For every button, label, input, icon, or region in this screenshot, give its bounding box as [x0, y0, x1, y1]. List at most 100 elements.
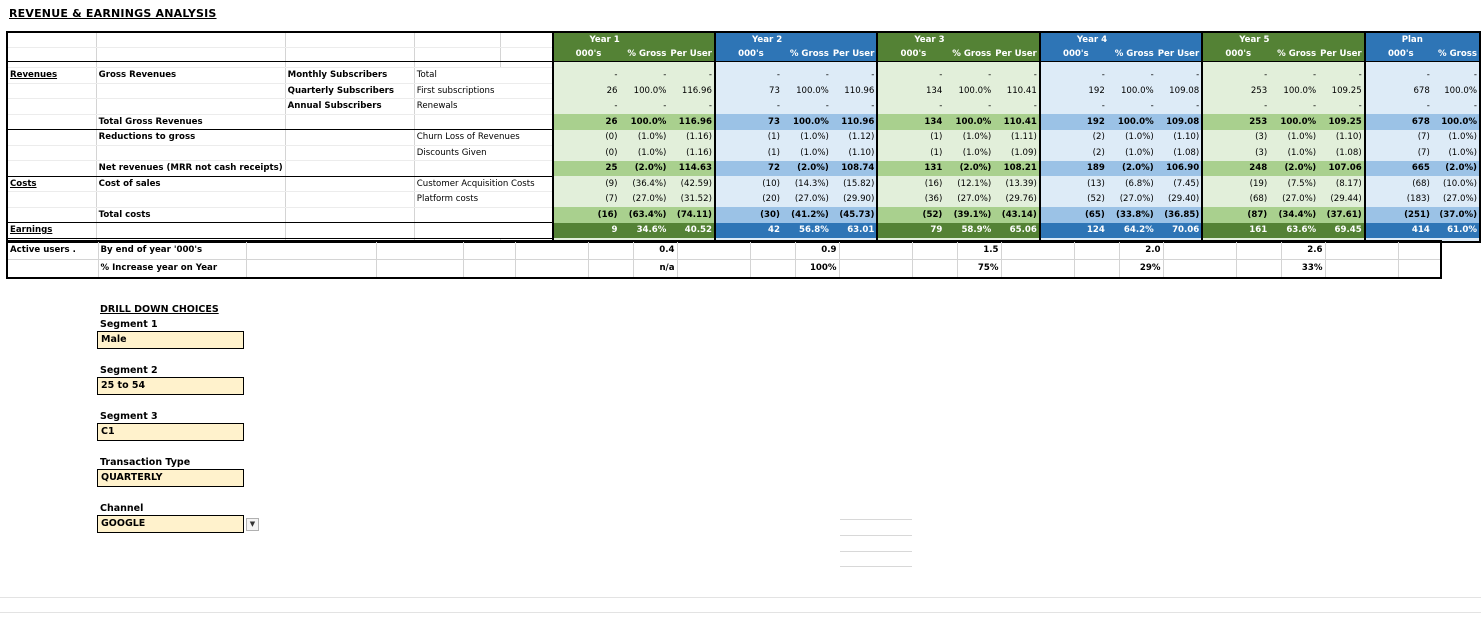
- blank-cell: [1001, 259, 1075, 278]
- value-000s: (2): [1038, 129, 1111, 145]
- year-header: Year 5: [1201, 32, 1365, 47]
- row-subcategory: [96, 145, 286, 161]
- blank-cell: [1074, 241, 1120, 260]
- value-per-user: 110.41: [993, 83, 1040, 99]
- table-row: Discounts Given (0) (1.0%) (1.16) (1) (1.0%)(…: [7, 145, 1480, 161]
- value-pct-gross: (27.0%): [1110, 191, 1156, 207]
- row-detail: [414, 114, 554, 130]
- blank-cell: [830, 61, 878, 68]
- segment-select[interactable]: C1: [97, 423, 244, 441]
- value-per-user: 63.01: [830, 222, 878, 238]
- blank-cell: [668, 61, 715, 68]
- blank-cell: [463, 259, 516, 278]
- row-category: [7, 83, 97, 99]
- segment-value: QUARTERLY: [101, 472, 163, 483]
- value-per-user: (29.44): [1318, 191, 1365, 207]
- table-row: Annual Subscribers Renewals - - - - - - - - - - - - - -…: [7, 98, 1480, 115]
- revenue-earnings-table: Year 1 Year 2 Year 3 Year 4 Year 5 Plan 000's%…: [6, 31, 1481, 243]
- blank-cell: [1074, 259, 1120, 278]
- blank-cell: [515, 241, 589, 260]
- header-blank-cell: [500, 32, 553, 48]
- users-row: Active users . By end of year '000's 0.4 0.…: [7, 241, 1442, 260]
- segment-select[interactable]: 25 to 54: [97, 377, 244, 395]
- row-subcategory: Gross Revenues: [96, 67, 286, 84]
- value-pct-gross: (33.8%): [1110, 207, 1156, 223]
- value-pct-gross: -: [623, 98, 669, 114]
- row-category: Costs: [7, 176, 97, 192]
- value-per-user: (29.76): [993, 191, 1040, 207]
- row-group: Quarterly Subscribers: [285, 83, 415, 99]
- header-blank-cell: [285, 47, 415, 62]
- per-user-header: Per User: [668, 47, 715, 62]
- year-header: Plan: [1363, 32, 1480, 47]
- value-000s: (251): [1363, 207, 1436, 223]
- value-pct-gross: (27.0%): [1435, 191, 1480, 207]
- pct-gross-header: % Gross: [785, 47, 831, 62]
- value-per-user: 116.96: [668, 83, 715, 99]
- header-blank-cell: [414, 32, 502, 48]
- value-000s: 253: [1201, 83, 1274, 99]
- value-000s: (13): [1038, 176, 1111, 192]
- value-000s: 72: [713, 160, 786, 176]
- header-blank-cell: [7, 47, 97, 62]
- blank-cell: [515, 259, 589, 278]
- segment-value: GOOGLE: [101, 518, 146, 529]
- value-000s: (7): [551, 191, 624, 207]
- segment-label: Segment 3: [100, 411, 158, 422]
- value-000s: (36): [876, 191, 949, 207]
- row-subcategory: Total Gross Revenues: [96, 114, 286, 130]
- users-value: 1.5: [957, 241, 1002, 260]
- segment-select[interactable]: GOOGLE ▼: [97, 515, 259, 533]
- value-pct-gross: -: [1273, 67, 1319, 83]
- blank-cell: [1001, 241, 1075, 260]
- drill-down-panel: DRILL DOWN CHOICES Segment 1 Male Segment …: [97, 304, 259, 548]
- value-pct-gross: (2.0%): [623, 160, 669, 176]
- value-000s: (9): [551, 176, 624, 192]
- value-pct-gross: 100.0%: [948, 83, 994, 99]
- value-pct-gross: (1.0%): [623, 145, 669, 161]
- value-per-user: (1.08): [1155, 145, 1203, 161]
- value-000s: (30): [713, 207, 786, 223]
- row-detail: First subscriptions: [414, 83, 554, 99]
- value-pct-gross: -: [623, 67, 669, 83]
- row-category: [7, 191, 97, 208]
- value-000s: -: [1363, 98, 1436, 114]
- value-pct-gross: (1.0%): [1273, 129, 1319, 145]
- value-000s: 42: [713, 222, 786, 238]
- report-title: REVENUE & EARNINGS ANALYSIS: [9, 7, 217, 20]
- per-user-header: Per User: [830, 47, 878, 62]
- value-000s: -: [1038, 98, 1111, 114]
- blank-cell: [1273, 61, 1319, 68]
- row-group: [285, 145, 415, 161]
- row-subcategory: Net revenues (MRR not cash receipts): [96, 160, 286, 177]
- per-user-header: Per User: [993, 47, 1040, 62]
- row-subcategory: Cost of sales: [96, 176, 286, 192]
- blank-cell: [1236, 241, 1282, 260]
- value-pct-gross: 100.0%: [1273, 83, 1319, 99]
- value-pct-gross: 100.0%: [623, 114, 669, 130]
- row-detail: Discounts Given: [414, 145, 554, 161]
- year-header: Year 1: [551, 32, 715, 47]
- table-row: Quarterly Subscribers First subscriptions…: [7, 83, 1480, 99]
- value-000s: 134: [876, 114, 949, 130]
- row-category: Revenues: [7, 67, 97, 84]
- segment-select[interactable]: QUARTERLY: [97, 469, 244, 487]
- pct-gross-header: % Gross: [1435, 47, 1480, 62]
- value-pct-gross: (2.0%): [1273, 160, 1319, 176]
- drill-down-title: DRILL DOWN CHOICES: [100, 304, 219, 315]
- blank-cell: [414, 61, 502, 68]
- value-pct-gross: (2.0%): [785, 160, 831, 176]
- value-pct-gross: (12.1%): [948, 176, 994, 192]
- units-header: 000's: [551, 47, 624, 62]
- units-header: 000's: [876, 47, 949, 62]
- value-000s: 26: [551, 83, 624, 99]
- blank-cell: [1363, 61, 1436, 68]
- dropdown-arrow-icon[interactable]: ▼: [246, 518, 259, 531]
- segment-select[interactable]: Male: [97, 331, 244, 349]
- blank-cell: [785, 61, 831, 68]
- value-000s: 25: [551, 160, 624, 176]
- value-per-user: -: [1318, 67, 1365, 83]
- value-pct-gross: (2.0%): [948, 160, 994, 176]
- blank-cell: [1398, 259, 1442, 278]
- value-per-user: 110.96: [830, 114, 878, 130]
